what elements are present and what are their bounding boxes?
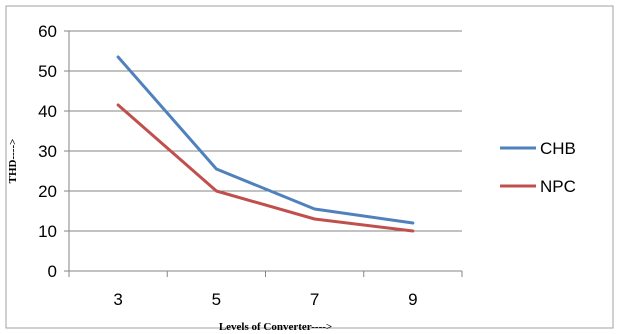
x-tick-label: 9 — [408, 290, 417, 309]
legend-label-chb: CHB — [540, 139, 576, 158]
y-axis-title: THD----> — [7, 139, 19, 184]
series-line-npc — [116, 103, 415, 233]
legend: CHB NPC — [500, 139, 576, 196]
x-tick-label: 5 — [212, 290, 221, 309]
series-lines — [116, 55, 415, 233]
x-axis-title: Levels of Converter----> — [219, 321, 332, 333]
axes: 0 10 20 30 40 50 60 3 5 7 9 — [38, 22, 463, 309]
gridlines — [69, 30, 462, 232]
y-tick-label: 60 — [38, 22, 57, 41]
legend-label-npc: NPC — [540, 177, 576, 196]
y-tick-label: 40 — [38, 102, 57, 121]
y-tick-label: 0 — [48, 262, 57, 281]
x-tick-label: 3 — [113, 290, 122, 309]
y-tick-label: 10 — [38, 222, 57, 241]
chart-border — [5, 5, 614, 329]
series-line-chb — [116, 55, 415, 225]
x-tick-label: 7 — [310, 290, 319, 309]
y-tick-label: 30 — [38, 142, 57, 161]
y-tick-label: 50 — [38, 62, 57, 81]
y-tick-label: 20 — [38, 182, 57, 201]
